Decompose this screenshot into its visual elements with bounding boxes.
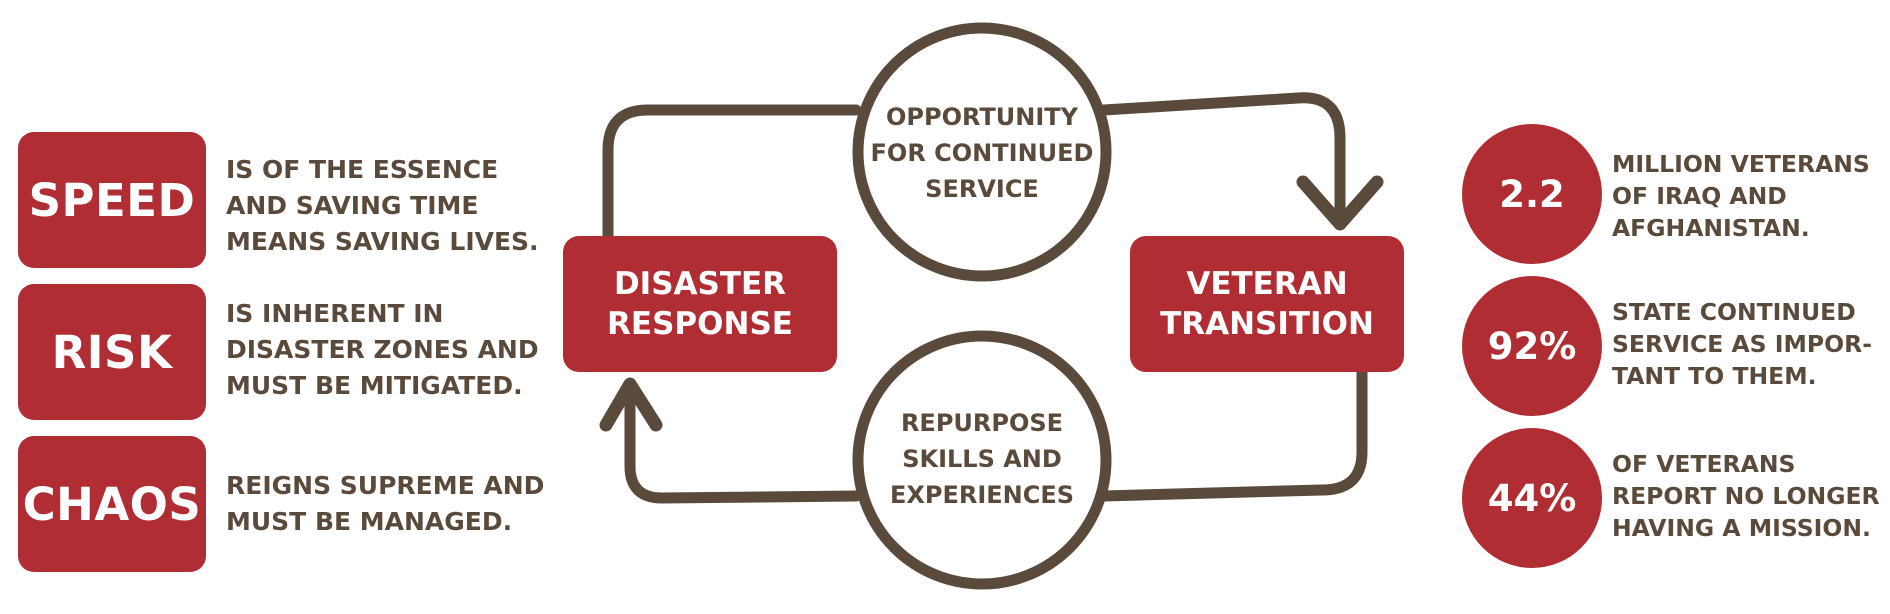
- word-box-chaos: CHAOS: [18, 436, 206, 572]
- word-chaos: CHAOS: [22, 477, 202, 531]
- node-line: RESPONSE: [607, 306, 793, 342]
- stat-line: MILLION VETERANS: [1612, 150, 1870, 178]
- stat-desc-continued-service: STATE CONTINUED SERVICE AS IMPOR- TANT T…: [1612, 296, 1884, 392]
- top-circle: [852, 22, 1112, 282]
- word-desc-risk: IS INHERENT IN DISASTER ZONES AND MUST B…: [226, 296, 546, 404]
- arrowhead-up-icon: [599, 377, 663, 432]
- top-circle-text: OPPORTUNITY FOR CONTINUED SERVICE: [862, 99, 1102, 207]
- arrowhead-down-icon: [1296, 175, 1384, 231]
- word-box-risk: RISK: [18, 284, 206, 420]
- desc-line: DISASTER ZONES AND: [226, 335, 539, 364]
- stat-line: AFGHANISTAN.: [1612, 214, 1810, 242]
- stat-value: 92%: [1487, 324, 1577, 368]
- node-veteran-transition: VETERAN TRANSITION: [1130, 236, 1404, 372]
- stat-desc-veterans: MILLION VETERANS OF IRAQ AND AFGHANISTAN…: [1612, 148, 1884, 244]
- desc-line: MEANS SAVING LIVES.: [226, 227, 539, 256]
- connector-bottom-left: [624, 386, 862, 504]
- desc-line: IS INHERENT IN: [226, 299, 444, 328]
- connector-bottom-right: [1098, 366, 1368, 502]
- node-line: TRANSITION: [1160, 306, 1374, 342]
- circle-line: FOR CONTINUED: [870, 139, 1094, 167]
- circle-line: OPPORTUNITY: [885, 103, 1078, 131]
- stat-line: HAVING A MISSION.: [1612, 514, 1871, 542]
- stat-line: OF VETERANS: [1612, 450, 1796, 478]
- circle-line: EXPERIENCES: [889, 481, 1075, 509]
- circle-line: SERVICE: [925, 175, 1039, 203]
- node-disaster-response: DISASTER RESPONSE: [563, 236, 837, 372]
- word-risk: RISK: [51, 325, 173, 379]
- desc-line: MUST BE MANAGED.: [226, 507, 513, 536]
- stat-value: 44%: [1487, 476, 1577, 520]
- stat-line: TANT TO THEM.: [1612, 362, 1817, 390]
- word-desc-speed: IS OF THE ESSENCE AND SAVING TIME MEANS …: [226, 152, 546, 260]
- desc-line: AND SAVING TIME: [226, 191, 479, 220]
- connector-top-right: [1098, 92, 1346, 216]
- word-speed: SPEED: [28, 173, 196, 227]
- stat-line: REPORT NO LONGER: [1612, 482, 1880, 510]
- desc-line: IS OF THE ESSENCE: [226, 155, 499, 184]
- stat-desc-mission: OF VETERANS REPORT NO LONGER HAVING A MI…: [1612, 448, 1884, 544]
- bottom-circle-text: REPURPOSE SKILLS AND EXPERIENCES: [862, 405, 1102, 513]
- circle-line: SKILLS AND: [902, 445, 1062, 473]
- stat-value: 2.2: [1499, 172, 1565, 216]
- stat-circle-mission: 44%: [1462, 428, 1602, 568]
- stat-circle-veterans: 2.2: [1462, 124, 1602, 264]
- stat-line: OF IRAQ AND: [1612, 182, 1787, 210]
- word-desc-chaos: REIGNS SUPREME AND MUST BE MANAGED.: [226, 468, 546, 540]
- stat-line: STATE CONTINUED: [1612, 298, 1856, 326]
- bottom-circle: [852, 330, 1112, 590]
- circle-line: REPURPOSE: [900, 409, 1064, 437]
- node-line: DISASTER: [613, 266, 787, 302]
- desc-line: REIGNS SUPREME AND: [226, 471, 545, 500]
- stat-line: SERVICE AS IMPOR-: [1612, 330, 1872, 358]
- desc-line: MUST BE MITIGATED.: [226, 371, 523, 400]
- stat-circle-continued-service: 92%: [1462, 276, 1602, 416]
- connector-top-left: [602, 104, 862, 242]
- node-line: VETERAN: [1186, 266, 1348, 302]
- word-box-speed: SPEED: [18, 132, 206, 268]
